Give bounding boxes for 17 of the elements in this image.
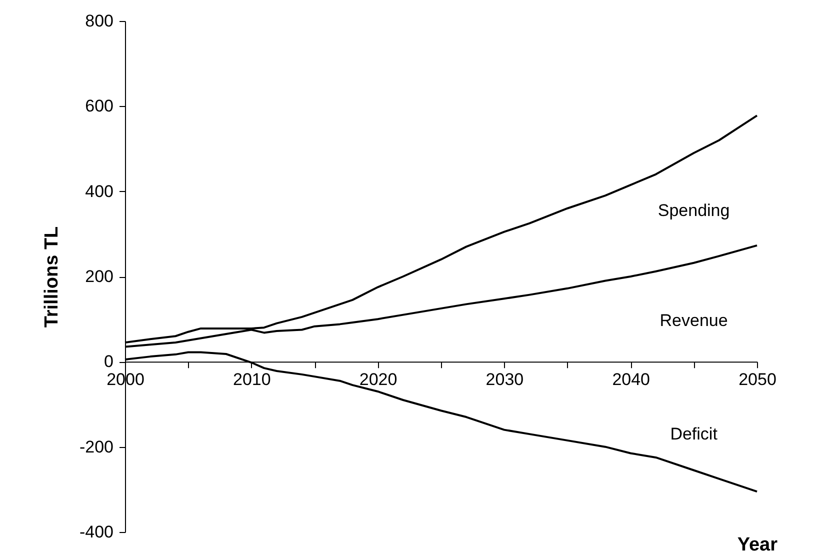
text: Revenue [660, 310, 728, 330]
y-tick-label: 200 [85, 267, 114, 286]
x-tick-label: 2040 [612, 370, 650, 390]
y-tick-label: 800 [85, 12, 114, 30]
series-label: Deficit [670, 424, 718, 444]
series-label: Spending [658, 201, 730, 220]
y-tick-label: -400 [79, 522, 114, 542]
x-tick-label: 2030 [486, 370, 524, 390]
x-tick-label: 2050 [738, 370, 776, 390]
y-tick-label: 600 [85, 96, 114, 116]
y-tick-label: 0 [104, 352, 114, 372]
x-tick-label: 2010 [232, 370, 271, 390]
x-axis-title: Year [737, 534, 778, 556]
y-tick-label: -200 [79, 437, 114, 456]
y-axis-title: Trillions TL [41, 226, 62, 328]
y-tick-label: 400 [85, 182, 114, 201]
x-tick-label: 2020 [359, 370, 398, 390]
